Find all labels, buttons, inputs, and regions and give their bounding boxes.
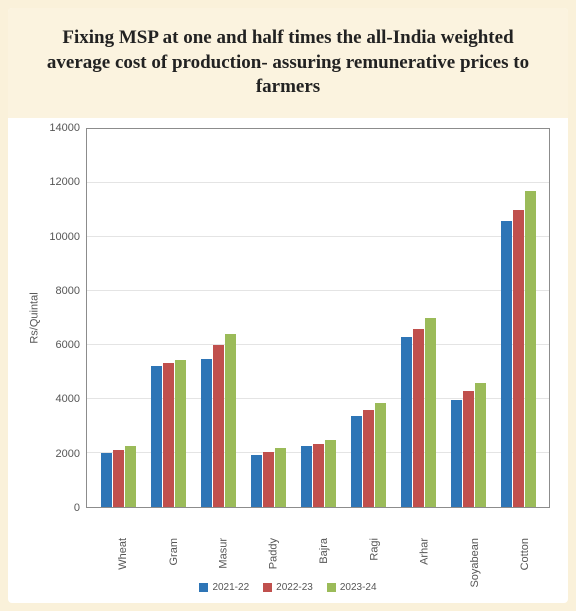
xaxis-category-label: Paddy bbox=[268, 538, 308, 569]
bar-group bbox=[393, 129, 443, 507]
bar bbox=[525, 191, 536, 507]
bar bbox=[301, 446, 312, 507]
bar bbox=[251, 455, 262, 507]
yaxis-label: Rs/Quintal bbox=[29, 292, 41, 343]
ytick: 0 bbox=[74, 502, 80, 514]
ytick: 4000 bbox=[56, 393, 80, 405]
bar bbox=[451, 400, 462, 507]
xaxis-category-label: Cotton bbox=[519, 538, 559, 570]
chart-wrap: Rs/Quintal 0 2000 4000 6000 8000 10000 12000 14… bbox=[8, 118, 568, 603]
ytick: 12000 bbox=[49, 176, 80, 188]
bar bbox=[425, 318, 436, 507]
bar bbox=[513, 210, 524, 507]
bar-group bbox=[243, 129, 293, 507]
bar bbox=[151, 366, 162, 507]
bar bbox=[213, 345, 224, 507]
bar bbox=[413, 329, 424, 507]
ytick: 6000 bbox=[56, 339, 80, 351]
legend-label: 2022-23 bbox=[276, 582, 313, 593]
bar bbox=[375, 403, 386, 507]
title-band: Fixing MSP at one and half times the all… bbox=[8, 8, 568, 118]
bar bbox=[325, 440, 336, 507]
chart-card: Fixing MSP at one and half times the all… bbox=[8, 8, 568, 603]
bar bbox=[275, 448, 286, 507]
xaxis-category-label: Ragi bbox=[368, 538, 408, 561]
legend-item: 2023-24 bbox=[327, 582, 377, 593]
bar-group bbox=[493, 129, 543, 507]
xaxis-categories: WheatGramMasurPaddyBajraRagiArharSoyabea… bbox=[86, 508, 550, 578]
xaxis-category: Wheat bbox=[92, 508, 142, 578]
bar bbox=[463, 391, 474, 507]
xaxis-category-label: Arhar bbox=[418, 538, 458, 565]
xaxis-spacer bbox=[26, 508, 86, 578]
bar bbox=[201, 359, 212, 507]
bar bbox=[363, 410, 374, 507]
xaxis-row: WheatGramMasurPaddyBajraRagiArharSoyabea… bbox=[26, 508, 550, 578]
xaxis-category-label: Gram bbox=[167, 538, 207, 566]
xaxis-category-label: Soyabean bbox=[469, 538, 509, 588]
bar-group bbox=[143, 129, 193, 507]
bar-group bbox=[343, 129, 393, 507]
legend-label: 2021-22 bbox=[212, 582, 249, 593]
legend-item: 2022-23 bbox=[263, 582, 313, 593]
plot-row: Rs/Quintal 02000400060008000100001200014… bbox=[26, 128, 550, 508]
bar-group bbox=[193, 129, 243, 507]
ytick: 2000 bbox=[56, 448, 80, 460]
xaxis-category-label: Wheat bbox=[117, 538, 157, 570]
legend-swatch bbox=[263, 583, 272, 592]
bar bbox=[263, 452, 274, 507]
xaxis-category-label: Masur bbox=[218, 538, 258, 569]
bar-group bbox=[443, 129, 493, 507]
bar bbox=[125, 446, 136, 507]
yaxis-label-col: Rs/Quintal bbox=[26, 128, 44, 508]
bar bbox=[175, 360, 186, 507]
xaxis-category-label: Bajra bbox=[318, 538, 358, 564]
yaxis-ticks: 02000400060008000100001200014000 bbox=[44, 128, 86, 508]
bar bbox=[101, 453, 112, 507]
legend-swatch bbox=[327, 583, 336, 592]
bar-group bbox=[93, 129, 143, 507]
bar bbox=[225, 334, 236, 507]
bar bbox=[313, 444, 324, 507]
bar bbox=[163, 363, 174, 507]
plot-area bbox=[86, 128, 550, 508]
bar bbox=[501, 221, 512, 507]
ytick: 10000 bbox=[49, 231, 80, 243]
ytick: 8000 bbox=[56, 285, 80, 297]
ytick: 14000 bbox=[49, 122, 80, 134]
bars-layer bbox=[87, 129, 549, 507]
bar-group bbox=[293, 129, 343, 507]
legend-swatch bbox=[199, 583, 208, 592]
chart-title: Fixing MSP at one and half times the all… bbox=[36, 26, 540, 100]
legend-label: 2023-24 bbox=[340, 582, 377, 593]
bar bbox=[113, 450, 124, 507]
legend-item: 2021-22 bbox=[199, 582, 249, 593]
bar bbox=[351, 416, 362, 507]
bar bbox=[475, 383, 486, 507]
bar bbox=[401, 337, 412, 507]
